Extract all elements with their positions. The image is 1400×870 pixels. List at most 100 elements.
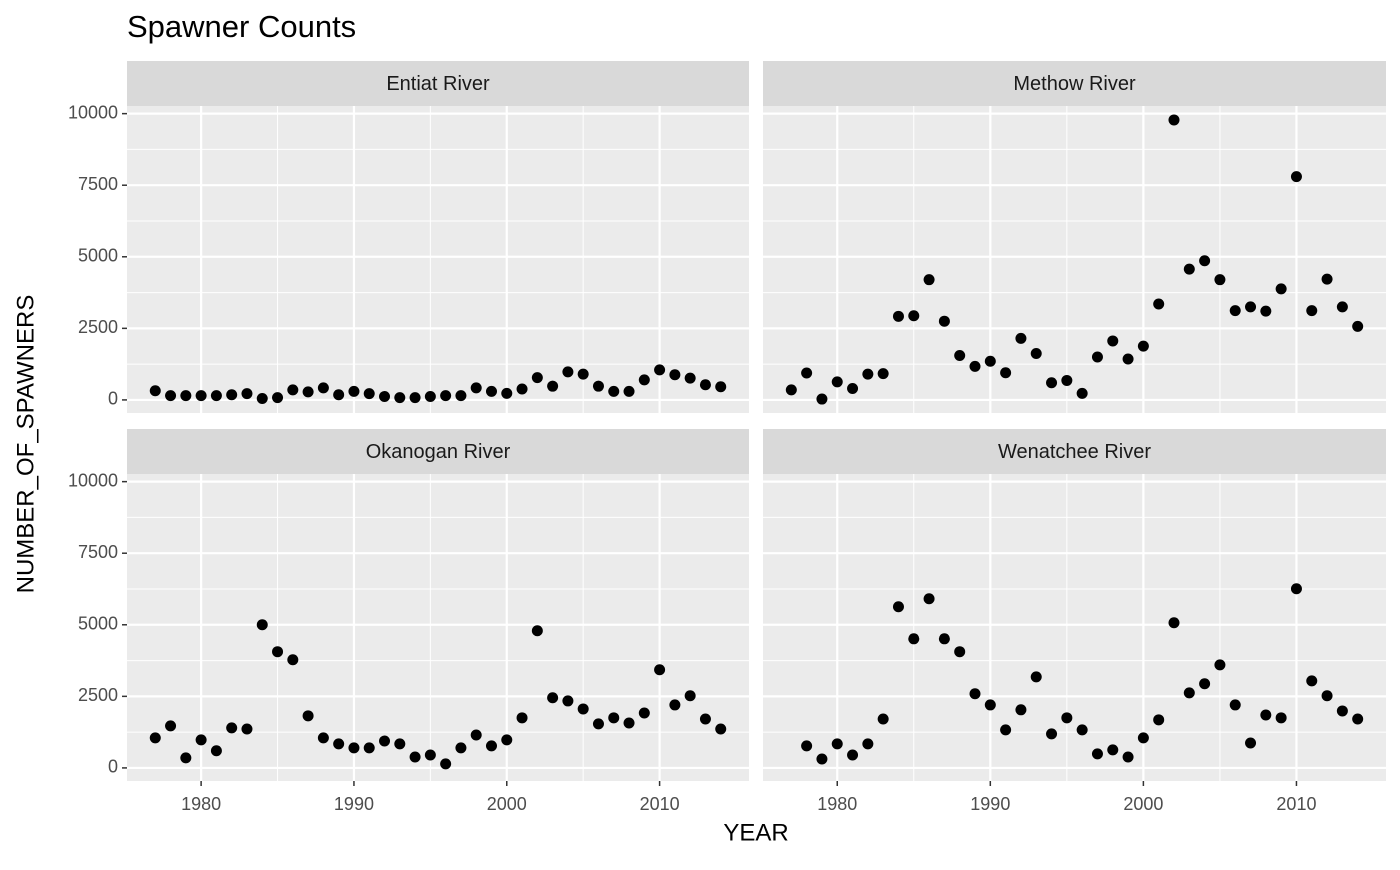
x-tick-label: 1990	[970, 794, 1010, 814]
point	[715, 381, 727, 393]
strip-label: Methow River	[1013, 73, 1136, 95]
point	[1091, 351, 1103, 363]
point	[547, 692, 559, 704]
point	[180, 390, 192, 402]
strip	[127, 429, 749, 474]
point	[424, 390, 436, 402]
point	[317, 732, 329, 744]
point	[1153, 714, 1165, 726]
point	[684, 690, 696, 702]
point	[165, 390, 177, 402]
point	[1000, 367, 1012, 379]
point	[923, 274, 935, 286]
point	[1290, 171, 1302, 183]
point	[562, 695, 574, 707]
point	[1137, 732, 1149, 744]
point	[592, 718, 604, 730]
y-tick-label: 5000	[78, 614, 118, 634]
y-tick-label: 0	[108, 389, 118, 409]
point	[485, 385, 497, 397]
strip-label: Wenatchee River	[998, 441, 1151, 463]
strip-label: Entiat River	[386, 73, 490, 95]
y-tick-label: 10000	[68, 102, 118, 122]
point	[1290, 583, 1302, 595]
x-tick-label: 1980	[817, 794, 857, 814]
strip	[127, 61, 749, 106]
point	[969, 688, 981, 700]
strip	[763, 429, 1386, 474]
point	[669, 699, 681, 711]
point	[440, 390, 452, 402]
point	[877, 713, 889, 725]
point	[455, 390, 467, 402]
point	[1306, 675, 1318, 687]
y-axis-label: NUMBER_OF_SPAWNERS	[12, 295, 39, 594]
y-tick-label: 0	[108, 757, 118, 777]
y-tick-label: 5000	[78, 246, 118, 266]
point	[954, 646, 966, 658]
x-tick-label: 2000	[1123, 794, 1163, 814]
point	[1091, 748, 1103, 760]
x-tick-label: 1980	[181, 794, 221, 814]
point	[1015, 332, 1027, 344]
point	[862, 738, 874, 750]
point	[638, 374, 650, 386]
panel-background	[763, 474, 1386, 781]
point	[562, 366, 574, 378]
point	[241, 388, 253, 400]
point	[394, 392, 406, 404]
point	[577, 368, 589, 380]
x-tick-label: 1990	[334, 794, 374, 814]
point	[348, 742, 360, 754]
point	[210, 745, 222, 757]
point	[1306, 305, 1318, 317]
point	[608, 385, 620, 397]
point	[256, 392, 268, 404]
point	[1061, 712, 1073, 724]
point	[1030, 348, 1042, 360]
point	[1183, 687, 1195, 699]
point	[501, 734, 513, 746]
panel-background	[127, 106, 749, 413]
chart-title: Spawner Counts	[127, 9, 356, 44]
point	[226, 722, 238, 734]
point	[379, 390, 391, 402]
y-tick-label: 10000	[68, 470, 118, 490]
point	[226, 389, 238, 401]
point	[1000, 724, 1012, 736]
point	[1275, 712, 1287, 724]
point	[699, 379, 711, 391]
point	[908, 633, 920, 645]
y-tick-label: 2500	[78, 317, 118, 337]
point	[969, 360, 981, 372]
point	[1321, 273, 1333, 285]
point	[1214, 274, 1226, 286]
point	[1245, 301, 1257, 313]
x-tick-label: 2010	[1276, 794, 1316, 814]
point	[241, 723, 253, 735]
point	[501, 387, 513, 399]
point	[1107, 335, 1119, 347]
point	[984, 699, 996, 711]
point	[210, 390, 222, 402]
point	[1275, 283, 1287, 295]
point	[623, 385, 635, 397]
point	[892, 601, 904, 613]
point	[1245, 737, 1257, 749]
point	[1168, 114, 1180, 126]
point	[149, 385, 161, 397]
point	[1030, 671, 1042, 683]
point	[1046, 728, 1058, 740]
x-tick-label: 2000	[487, 794, 527, 814]
point	[256, 619, 268, 631]
point	[516, 383, 528, 395]
point	[333, 738, 345, 750]
point	[1168, 617, 1180, 629]
point	[287, 384, 299, 396]
point	[287, 654, 299, 666]
point	[302, 710, 314, 722]
point	[1061, 374, 1073, 386]
point	[1352, 320, 1364, 332]
point	[149, 732, 161, 744]
point	[165, 720, 177, 732]
